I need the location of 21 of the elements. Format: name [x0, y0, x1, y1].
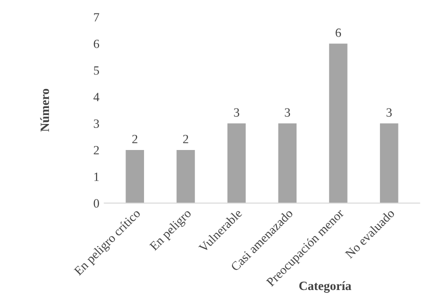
bar: [227, 123, 246, 204]
data-label: 2: [183, 134, 188, 144]
y-tick-label: 7: [94, 13, 100, 22]
data-label: 3: [284, 108, 290, 117]
data-label: 3: [386, 108, 392, 117]
bar: [176, 150, 195, 204]
y-tick-label: 6: [94, 40, 100, 48]
data-label: 6: [336, 28, 342, 37]
bar: [329, 44, 348, 204]
y-tick-label: 2: [94, 146, 99, 154]
y-tick-label: 4: [94, 92, 100, 102]
data-label: 2: [132, 134, 138, 144]
y-tick-label: 1: [94, 172, 99, 181]
y-tick-label: 3: [94, 119, 100, 128]
bar: [278, 123, 297, 204]
data-label: 3: [234, 108, 240, 117]
y-axis-title: Número: [40, 88, 50, 132]
bar: [126, 150, 144, 204]
y-tick-label: 5: [94, 66, 100, 75]
bar: [380, 123, 398, 204]
y-tick-label: 0: [94, 199, 100, 208]
